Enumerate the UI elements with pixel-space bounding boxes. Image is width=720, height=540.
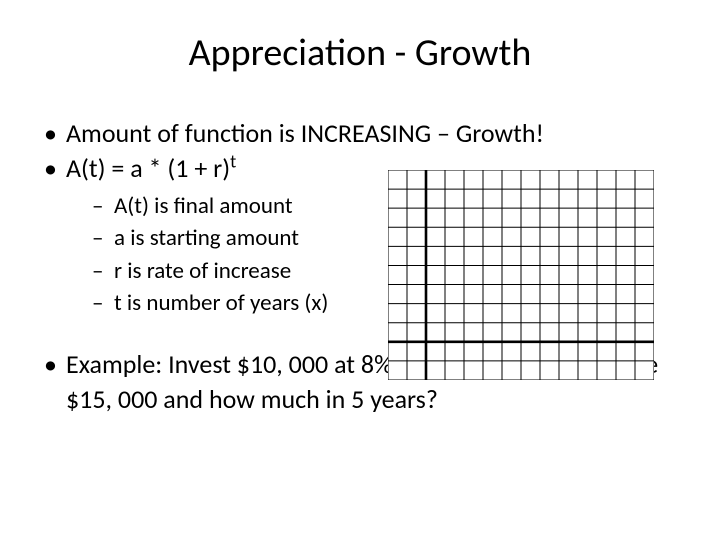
page-title: Appreciation - Growth (40, 30, 680, 76)
formula-exponent: t (230, 150, 236, 172)
grid-svg (388, 170, 654, 380)
formula-base: A(t) = a * (1 + r) (66, 152, 230, 184)
bullet-increasing: Amount of function is INCREASING – Growt… (40, 116, 680, 151)
grid-chart (388, 170, 654, 380)
